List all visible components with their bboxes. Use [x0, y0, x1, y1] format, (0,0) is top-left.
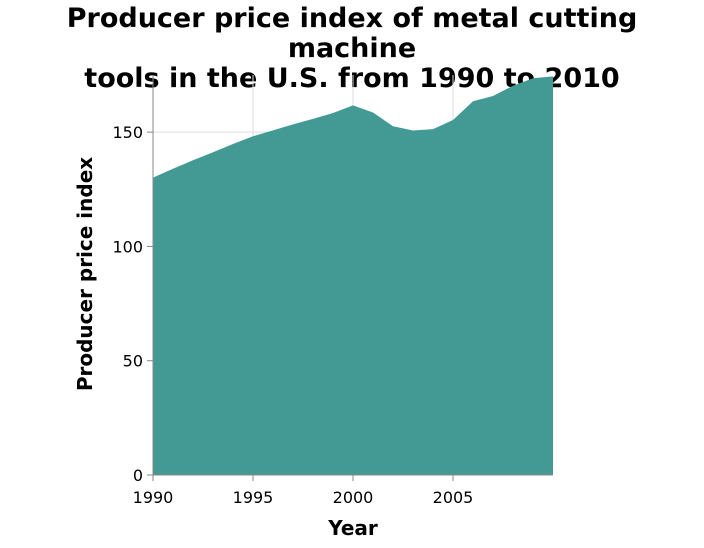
y-axis-title: Producer price index [73, 157, 97, 391]
y-tick-label-0: 0 [133, 466, 143, 485]
x-axis-ticks: 1990 1995 2000 2005 [133, 475, 474, 507]
x-tick-label-1990: 1990 [133, 488, 174, 507]
y-tick-label-100: 100 [112, 237, 143, 256]
y-tick-label-150: 150 [112, 123, 143, 142]
x-tick-label-1995: 1995 [233, 488, 274, 507]
y-tick-label-50: 50 [123, 352, 143, 371]
x-tick-label-2000: 2000 [333, 488, 374, 507]
x-tick-label-2005: 2005 [433, 488, 474, 507]
x-axis-title: Year [327, 516, 378, 540]
y-axis-ticks: 0 50 100 150 [112, 123, 153, 485]
chart-title-line-1: Producer price index of metal cutting ma… [66, 3, 638, 64]
series-area [153, 76, 553, 475]
